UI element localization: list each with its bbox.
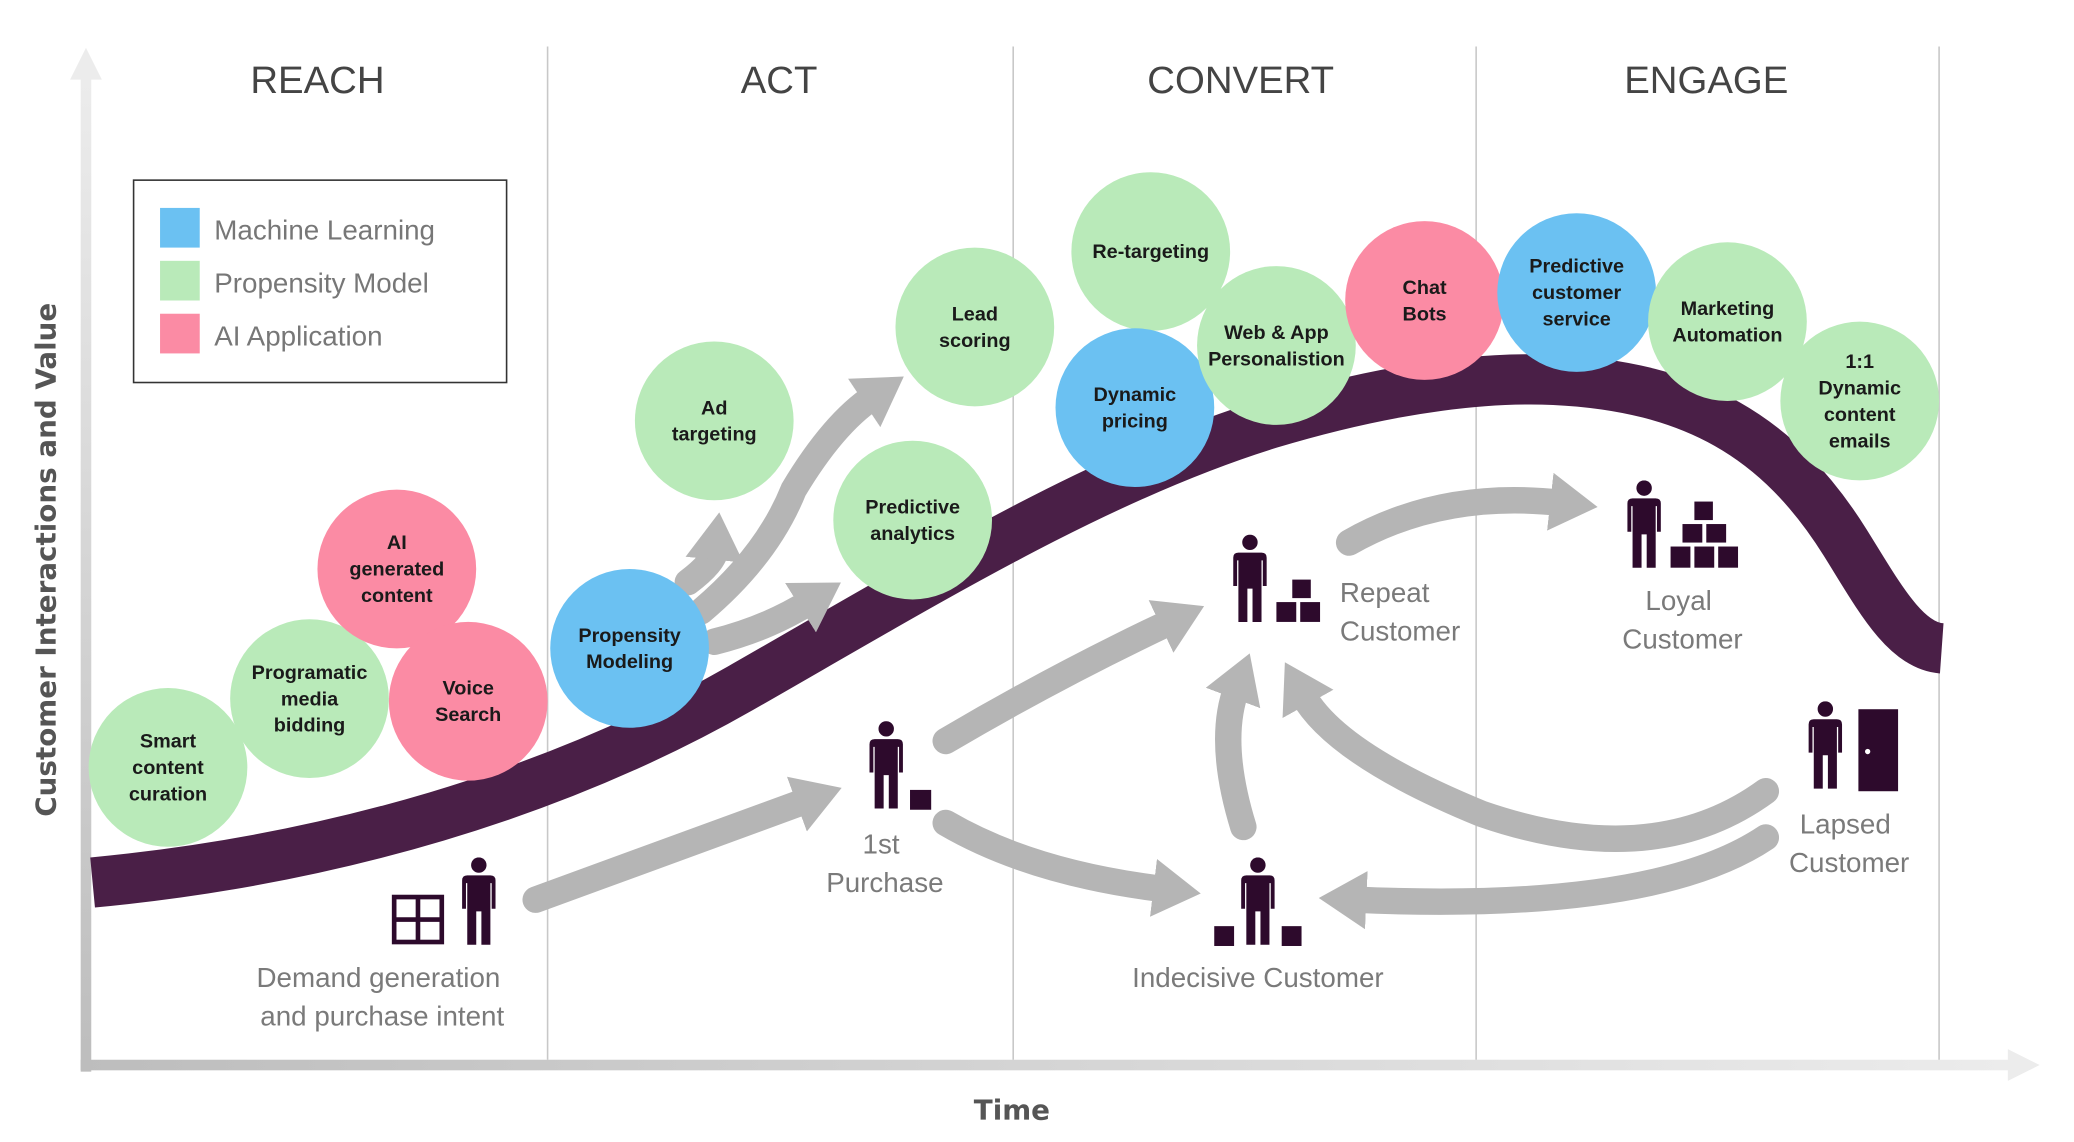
bubble-voice-search: Voice Search [388,621,548,781]
label-indecisive-customer: Indecisive Customer [1132,962,1384,993]
box-icon [1281,926,1302,946]
bubble-circle [230,619,389,779]
bubble-predictive-customer-service: Predictive customer service [1497,213,1657,372]
arrow-demand-to-first-purchase [522,776,842,913]
bubble-propensity-modeling: Propensity Modeling [550,569,709,728]
bubble-predictive-analytics: Predictive analytics [833,440,993,600]
bubble-label: Predictive analytics [865,496,960,544]
arrow-first-to-repeat [932,600,1205,755]
bubble-chat-bots: Chat Bots [1345,221,1504,380]
box-icon [1214,926,1235,946]
bubble-circle [388,621,548,781]
bubble-label: Lead scoring [939,303,1011,351]
bubble-circle [1345,221,1504,380]
arrow-propensity-to-ad-targeting [674,512,744,596]
bubble-smart-content-curation: Smart content curation [88,688,248,847]
indecisive-customer-icons [1214,857,1302,946]
person-icon [1808,701,1843,789]
stage-convert: CONVERT [1147,59,1334,102]
label-repeat-customer: Repeat Customer [1340,577,1460,646]
bubble-label: Chat Bots [1403,277,1447,325]
legend-swatch-ai-application [160,313,200,354]
first-purchase-icons [869,721,932,810]
bubble-ad-targeting: Ad targeting [634,341,794,501]
bubble-circle [1648,242,1807,402]
bubble-label: Web & App Personalistion [1208,322,1345,370]
bubble-circle [1780,321,1940,481]
arrow-first-to-indecisive [932,809,1201,917]
bubble-circle [317,489,477,649]
y-axis [70,47,102,1072]
bubble-circle [634,341,794,501]
bubble-circle [1197,266,1356,425]
bubble-dynamic-pricing: Dynamic pricing [1055,328,1215,488]
box-icon [910,789,932,810]
repeat-customer-icons [1233,534,1321,622]
arrow-repeat-to-loyal [1335,472,1598,556]
bubbles: Smart content curation Programatic media bidd… [88,172,1940,847]
loyal-customer-icons [1627,480,1739,568]
bubble-circle [1055,328,1215,488]
legend-swatch-machine-learning [160,207,200,248]
bubble-label: Predictive customer service [1529,256,1624,331]
legend-label-machine-learning: Machine Learning [214,215,435,246]
legend-swatch-propensity-model [160,260,200,301]
bubble-circle [550,569,709,728]
person-icon [1627,480,1661,568]
bubble-1-1-dynamic-content-emails: 1:1 Dynamic content emails [1780,321,1940,481]
bubble-programatic-media-bidding: Programatic media bidding [230,619,389,779]
bubble-web-app-personalistion: Web & App Personalistion [1197,266,1356,425]
bubble-marketing-automation: Marketing Automation [1648,242,1807,402]
x-axis-label: Time [974,1093,1050,1126]
arrow-lapsed-to-repeat [1282,662,1780,852]
bubble-label: Voice Search [435,678,501,726]
person-icon [869,721,903,809]
boxes-icon [1670,501,1739,568]
bubble-circle [88,688,248,847]
bubble-label: Programatic media bidding [252,662,368,737]
person-icon [462,857,496,945]
label-loyal-customer: Loyal Customer [1622,585,1742,654]
label-lapsed-customer: Lapsed Customer [1789,809,1909,878]
stage-act: ACT [741,59,818,102]
bubble-circle [1071,172,1231,331]
y-axis-label: Customer Interactions and Value [30,303,63,817]
bubble-ai-generated-content: AI generated content [317,489,477,649]
window-icon [391,894,445,945]
bubble-label: Ad targeting [672,397,757,445]
arrow-propensity-to-lead-scoring [687,376,904,625]
legend: Machine Learning Propensity Model AI App… [132,179,508,384]
label-demand-generation: Demand generation and purchase intent [256,962,508,1031]
flow-arrows [522,376,1780,930]
bubble-lead-scoring: Lead scoring [895,247,1055,407]
bubble-circle [833,440,993,600]
bubble-label: Propensity Modeling [578,625,680,673]
stage-engage: ENGAGE [1624,59,1788,102]
bubble-circle [1497,213,1657,372]
bubble-label: Marketing Automation [1672,298,1782,346]
bubble-label: Smart content curation [129,731,207,806]
x-axis [80,1049,2040,1081]
bubble-re-targeting: Re-targeting [1071,172,1231,331]
stage-reach: REACH [250,59,384,102]
arrow-lapsed-to-indecisive [1318,824,1780,930]
bubble-label: Dynamic pricing [1094,384,1177,432]
bubble-label: Re-targeting [1092,241,1209,263]
arrow-propensity-to-predictive [701,582,841,655]
bubble-label: AI generated content [349,532,444,607]
legend-label-ai-application: AI Application [214,320,382,351]
label-first-purchase: 1st Purchase [826,828,943,897]
lapsed-customer-icons [1808,701,1899,792]
arrow-indecisive-to-repeat [1205,653,1261,841]
demand-icons [391,857,496,945]
bubble-circle [895,247,1055,407]
legend-label-propensity-model: Propensity Model [214,268,429,299]
bubble-label: 1:1 Dynamic content emails [1818,351,1901,452]
door-icon [1858,709,1899,792]
boxes-icon [1276,579,1321,622]
person-icon [1241,857,1275,945]
person-icon [1233,534,1267,622]
